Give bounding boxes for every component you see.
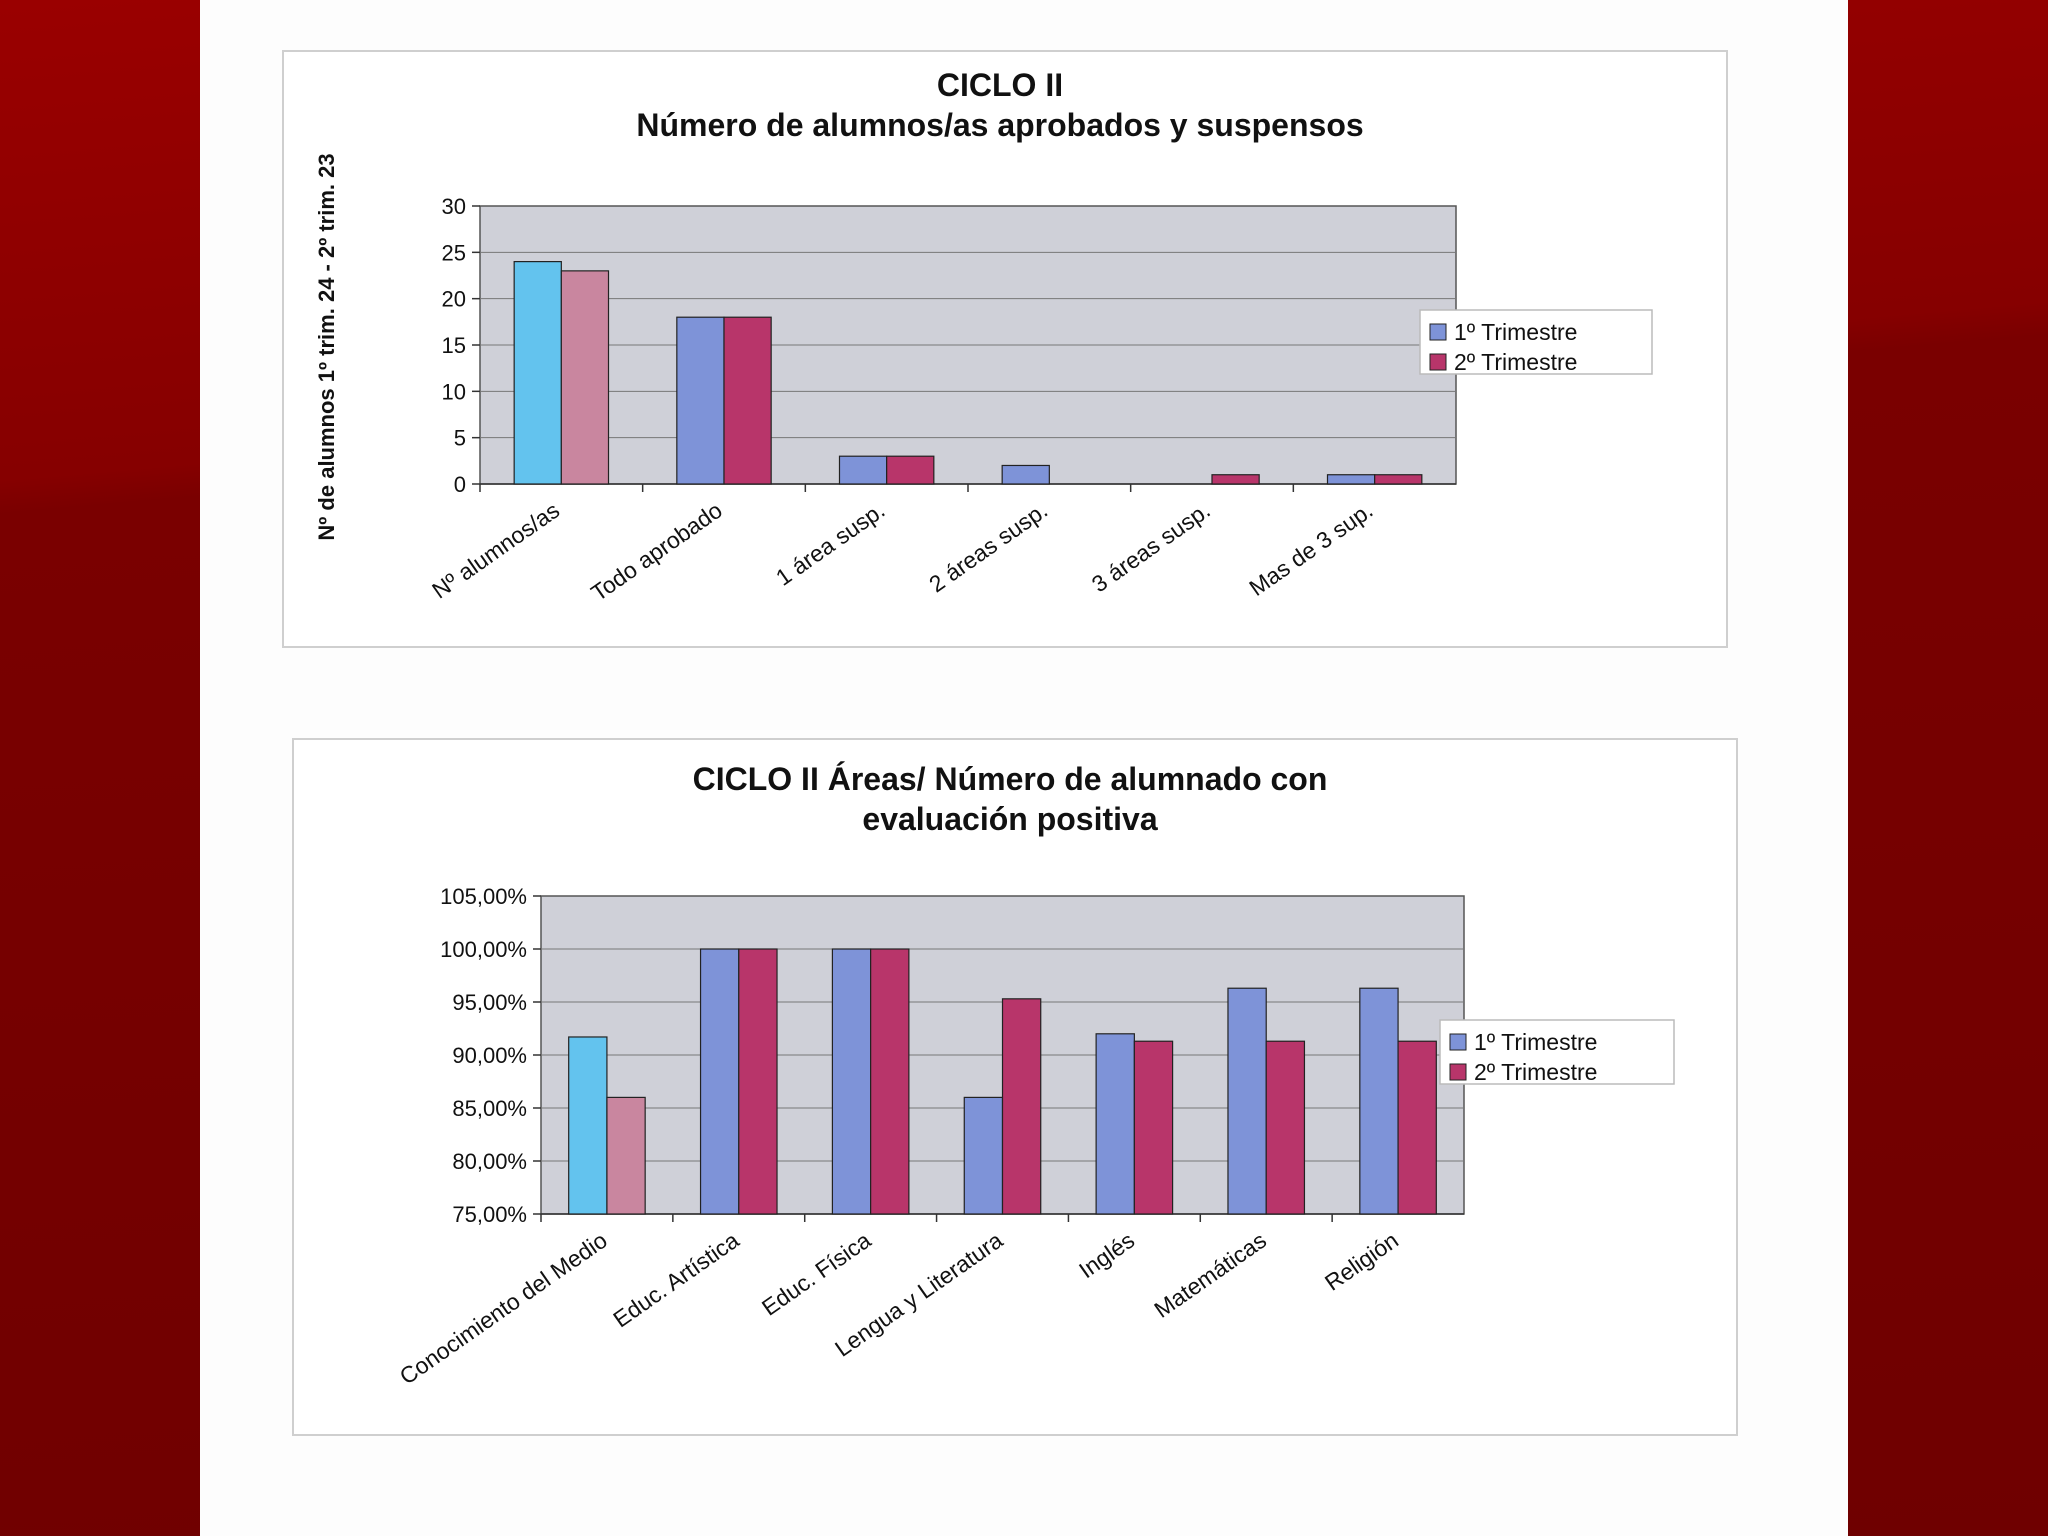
bar-2-1 <box>723 316 772 485</box>
y-tick-label: 80,00% <box>452 1149 527 1174</box>
category-label: Educ. Artística <box>608 1227 744 1333</box>
category-label: Todo aprobado <box>586 497 727 606</box>
chart-subtitle: Número de alumnos/as aprobados y suspens… <box>636 107 1363 143</box>
chart-areas-positive-evaluation: CICLO II Áreas/ Número de alumnado con ev… <box>395 761 1675 1390</box>
bar-1-2 <box>838 455 888 485</box>
bar-1-0 <box>513 261 562 485</box>
legend-box <box>1439 1019 1675 1085</box>
category-label: 3 áreas susp. <box>1087 497 1215 598</box>
chart-title: CICLO II Áreas/ Número de alumnado con <box>693 761 1328 797</box>
legend-swatch-1 <box>1449 1033 1467 1051</box>
y-tick-label: 85,00% <box>452 1096 527 1121</box>
legend-swatch-1 <box>1429 323 1447 341</box>
legend-label-1: 1º Trimestre <box>1454 319 1577 345</box>
bar-2-3 <box>1001 998 1042 1215</box>
chart-panel-1: CICLO II Número de alumnos/as aprobados y… <box>282 50 1728 648</box>
legend-box <box>1419 309 1653 375</box>
chart-title: CICLO II <box>937 67 1063 103</box>
y-tick-label: 0 <box>454 472 466 497</box>
bar-2-4 <box>1133 1040 1174 1215</box>
bar-1-3 <box>963 1096 1004 1215</box>
y-tick-label: 20 <box>442 287 466 312</box>
chart-panel-2: CICLO II Áreas/ Número de alumnado con ev… <box>292 738 1738 1436</box>
legend-swatch-2 <box>1449 1063 1467 1081</box>
category-label: Educ. Física <box>757 1227 876 1321</box>
chart-approved-failed: CICLO II Número de alumnos/as aprobados y… <box>314 67 1653 606</box>
bar-2-4 <box>1211 474 1260 485</box>
category-label: 2 áreas susp. <box>924 497 1052 598</box>
y-tick-label: 90,00% <box>452 1043 527 1068</box>
category-label: 1 área susp. <box>771 497 890 591</box>
chart-subtitle: evaluación positiva <box>862 801 1157 837</box>
bar-1-0 <box>568 1036 608 1215</box>
bar-1-1 <box>699 948 740 1215</box>
category-label: Conocimiento del Medio <box>395 1227 612 1390</box>
bar-1-3 <box>1001 464 1050 485</box>
y-tick-label: 95,00% <box>452 990 527 1015</box>
category-label: Mas de 3 sup. <box>1244 497 1377 601</box>
legend-label-2: 2º Trimestre <box>1454 349 1577 375</box>
bar-2-2 <box>870 948 910 1215</box>
y-tick-label: 25 <box>442 240 466 265</box>
bar-2-2 <box>886 455 935 485</box>
category-label: Religión <box>1320 1227 1403 1296</box>
y-tick-label: 75,00% <box>452 1202 527 1227</box>
y-tick-label: 105,00% <box>440 884 527 909</box>
bar-1-2 <box>831 948 872 1215</box>
y-tick-label: 10 <box>442 379 466 404</box>
y-tick-label: 15 <box>442 333 466 358</box>
category-label: Matemáticas <box>1149 1227 1271 1323</box>
bar-1-5 <box>1326 474 1376 485</box>
bar-2-1 <box>738 948 778 1215</box>
bar-2-0 <box>560 270 610 485</box>
document-page: CICLO II Número de alumnos/as aprobados y… <box>200 0 1848 1536</box>
bar-2-0 <box>606 1096 646 1215</box>
legend-swatch-2 <box>1429 353 1447 371</box>
bar-2-5 <box>1374 474 1423 485</box>
category-label: Nº alumnos/as <box>427 497 564 604</box>
bar-1-5 <box>1227 987 1267 1215</box>
bar-1-1 <box>676 316 725 485</box>
y-tick-label: 30 <box>442 194 466 219</box>
y-tick-label: 100,00% <box>440 937 527 962</box>
y-tick-label: 5 <box>454 426 466 451</box>
bar-2-5 <box>1265 1040 1306 1215</box>
y-axis-title: Nº de alumnos 1º trim. 24 - 2º trim. 23 <box>314 153 339 540</box>
legend-label-2: 2º Trimestre <box>1474 1059 1597 1085</box>
bar-1-4 <box>1095 1033 1135 1215</box>
bar-1-6 <box>1359 987 1399 1215</box>
bar-2-6 <box>1397 1040 1437 1215</box>
category-label: Inglés <box>1074 1227 1139 1284</box>
legend-label-1: 1º Trimestre <box>1474 1029 1597 1055</box>
